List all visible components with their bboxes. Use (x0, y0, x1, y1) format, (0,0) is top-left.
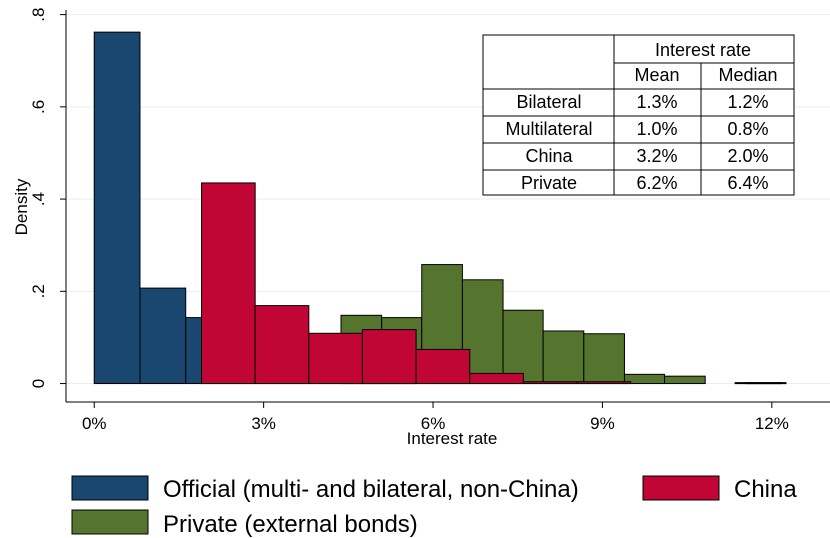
table-header-median: Median (718, 65, 777, 85)
bar-official (139, 287, 187, 385)
legend-label-official: Official (multi- and bilateral, non-Chin… (163, 476, 579, 503)
x-ticks: 0% 3% 6% 9% 12% (82, 402, 789, 433)
y-tick-label: .8 (29, 8, 48, 22)
bar-china (576, 381, 632, 385)
table-border (482, 34, 795, 196)
y-ticks: 0 .2 .4 .6 .8 (29, 8, 66, 388)
table-header-group: Interest rate (655, 40, 751, 60)
y-tick-label: .4 (29, 192, 48, 206)
y-axis-title: Density (12, 178, 31, 235)
table-row-label: China (525, 146, 573, 166)
table-header-mean: Mean (634, 65, 679, 85)
table-cell-mean: 6.2% (636, 173, 677, 193)
y-tick-label: .2 (29, 284, 48, 298)
table-cell-median: 1.2% (727, 92, 768, 112)
y-tick-label: 0 (29, 379, 48, 388)
table-cell-mean: 1.3% (636, 92, 677, 112)
table-row-label: Bilateral (516, 92, 581, 112)
bar-china (522, 381, 578, 385)
bar-china (201, 182, 256, 385)
bar-private (745, 382, 787, 385)
table-cell-median: 0.8% (727, 119, 768, 139)
summary-table: Interest rate Mean Median Bilateral 1.3%… (482, 34, 795, 196)
x-tick-label: 0% (82, 414, 107, 433)
x-tick-label: 9% (590, 414, 615, 433)
legend-swatch-china (642, 475, 720, 501)
table-cell-mean: 1.0% (636, 119, 677, 139)
x-tick-label: 3% (251, 414, 276, 433)
legend-label-china: China (734, 476, 797, 503)
legend-swatch-private (71, 509, 149, 535)
legend: Official (multi- and bilateral, non-Chin… (71, 475, 797, 538)
bar-private (583, 333, 625, 385)
bar-china (308, 332, 363, 385)
legend-label-private: Private (external bonds) (163, 511, 418, 538)
bar-china (415, 348, 471, 385)
table-gridlines (483, 35, 794, 195)
bar-china (361, 329, 417, 385)
table-cell-mean: 3.2% (636, 146, 677, 166)
table-row-label: Private (521, 173, 577, 193)
bar-china (469, 372, 524, 385)
histogram-bars (93, 31, 787, 385)
x-tick-label: 12% (755, 414, 789, 433)
bar-official (93, 31, 141, 385)
bar-private (502, 309, 544, 385)
table-cell-median: 2.0% (727, 146, 768, 166)
table-row-label: Multilateral (505, 119, 592, 139)
x-tick-label: 6% (421, 414, 446, 433)
x-axis-title: Interest rate (407, 429, 498, 448)
bar-private (664, 375, 706, 385)
bar-china (254, 305, 310, 385)
legend-swatch-official (71, 475, 149, 501)
bar-private (542, 330, 585, 385)
axes (65, 10, 830, 403)
y-tick-label: .6 (29, 100, 48, 114)
table-cell-median: 6.4% (727, 173, 768, 193)
